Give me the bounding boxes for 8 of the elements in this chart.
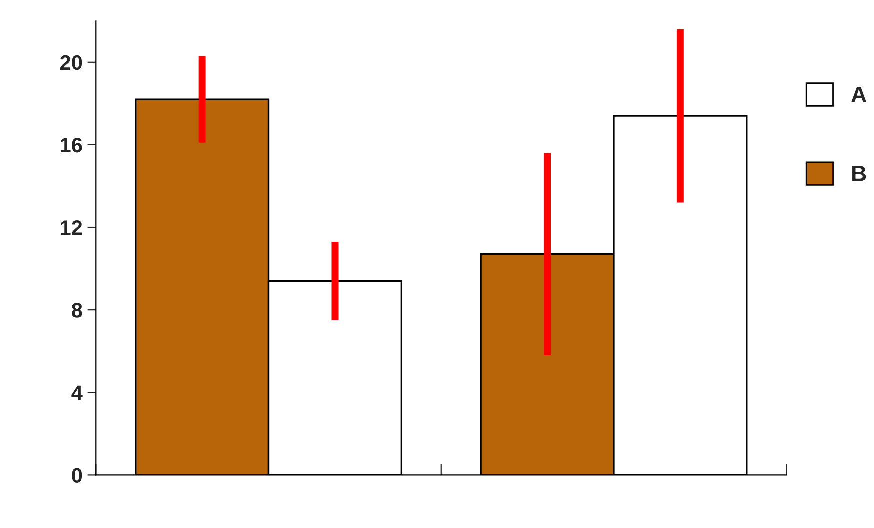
y-tick-label: 8 — [72, 303, 82, 318]
y-tick-label: 4 — [72, 386, 83, 400]
legend-label: A — [852, 86, 867, 102]
y-tick-label: 16 — [61, 138, 82, 153]
y-tick-label: 0 — [72, 468, 82, 483]
y-tick-label: 12 — [61, 220, 82, 236]
legend-label: B — [852, 166, 866, 182]
y-tick-label: 20 — [60, 55, 82, 70]
